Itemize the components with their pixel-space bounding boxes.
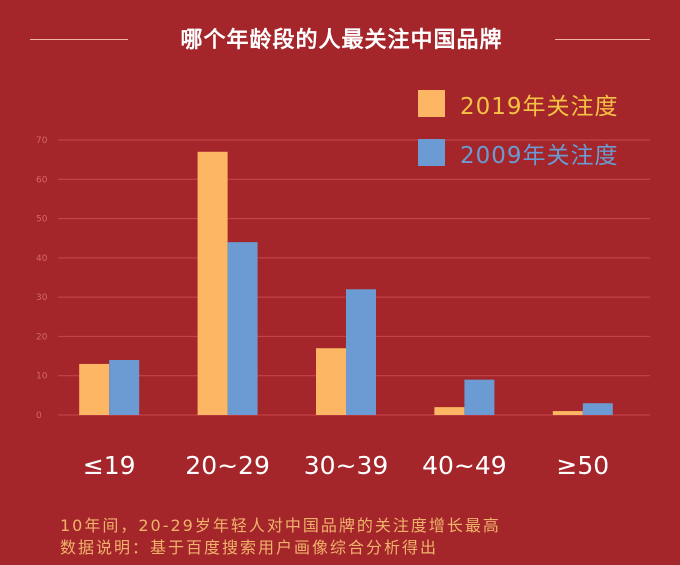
y-tick-label: 30 [36,293,48,303]
bar-2019 [316,348,346,415]
bar-2009 [346,289,376,415]
bar-2019 [197,151,228,416]
bar-2019 [79,363,110,415]
x-axis-labels: ≤19 20~29 30~39 40~49 ≥50 [83,451,609,480]
bar-2009 [582,403,613,415]
x-category-label: 30~39 [304,451,389,480]
bar-2009 [227,242,258,415]
y-tick-label: 50 [36,215,48,225]
bar-2019 [434,407,465,415]
legend-label-2019: 2019年关注度 [460,94,619,120]
y-tick-label: 0 [36,411,42,421]
legend-swatch-2009 [418,139,445,166]
legend-label-2009: 2009年关注度 [460,143,619,169]
x-category-label: ≤19 [83,451,136,480]
legend-swatch-2019 [418,90,445,117]
bars [79,151,613,416]
y-tick-label: 60 [36,175,48,185]
x-category-label: 40~49 [422,451,507,480]
y-tick-label: 20 [36,332,48,342]
footnote-data-source: 数据说明：基于百度搜索用户画像综合分析得出 [60,538,439,557]
y-tick-label: 40 [36,254,48,264]
bar-chart: 0 10 20 30 40 50 60 70 ≤19 20~29 30~39 40~49 ≥50 [36,136,650,480]
x-category-label: 20~29 [185,451,270,480]
x-category-label: ≥50 [556,451,609,480]
y-axis-ticks: 0 10 20 30 40 50 60 70 [36,136,48,421]
bar-2009 [464,379,495,415]
y-tick-label: 70 [36,136,48,146]
chart-title: 哪个年龄段的人最关注中国品牌 [180,28,503,53]
title-bar: 哪个年龄段的人最关注中国品牌 [0,18,680,58]
bar-2009 [109,360,140,415]
bar-2019 [552,411,583,415]
title-divider-left [30,39,128,40]
footnote-insight: 10年间，20-29岁年轻人对中国品牌的关注度增长最高 [60,516,501,535]
title-divider-right [555,39,650,40]
y-tick-label: 10 [36,372,48,382]
